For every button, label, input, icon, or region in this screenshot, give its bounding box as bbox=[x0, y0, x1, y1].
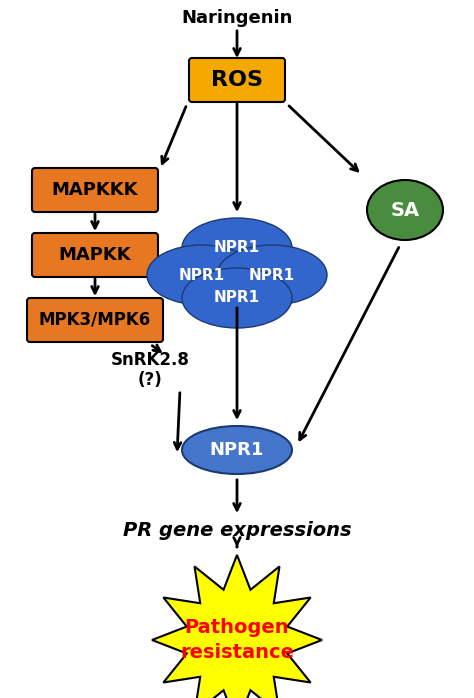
Text: NPR1: NPR1 bbox=[179, 267, 225, 283]
Text: ROS: ROS bbox=[211, 70, 263, 90]
Ellipse shape bbox=[147, 245, 257, 305]
Text: MAPKK: MAPKK bbox=[59, 246, 131, 264]
Text: NPR1: NPR1 bbox=[249, 267, 295, 283]
Text: SA: SA bbox=[391, 200, 419, 219]
Text: SnRK2.8
(?): SnRK2.8 (?) bbox=[110, 350, 190, 389]
Ellipse shape bbox=[217, 245, 327, 305]
FancyBboxPatch shape bbox=[27, 298, 163, 342]
FancyBboxPatch shape bbox=[32, 168, 158, 212]
Ellipse shape bbox=[182, 218, 292, 278]
Ellipse shape bbox=[182, 426, 292, 474]
Text: NPR1: NPR1 bbox=[210, 441, 264, 459]
Ellipse shape bbox=[367, 180, 443, 240]
Ellipse shape bbox=[182, 268, 292, 328]
FancyBboxPatch shape bbox=[189, 58, 285, 102]
Text: NPR1: NPR1 bbox=[214, 290, 260, 306]
Text: MPK3/MPK6: MPK3/MPK6 bbox=[39, 311, 151, 329]
Text: PR gene expressions: PR gene expressions bbox=[123, 521, 351, 540]
Polygon shape bbox=[152, 555, 322, 698]
Text: MAPKKK: MAPKKK bbox=[52, 181, 138, 199]
FancyBboxPatch shape bbox=[32, 233, 158, 277]
Text: Naringenin: Naringenin bbox=[182, 9, 292, 27]
Text: Pathogen
resistance: Pathogen resistance bbox=[180, 618, 294, 662]
Text: NPR1: NPR1 bbox=[214, 241, 260, 255]
